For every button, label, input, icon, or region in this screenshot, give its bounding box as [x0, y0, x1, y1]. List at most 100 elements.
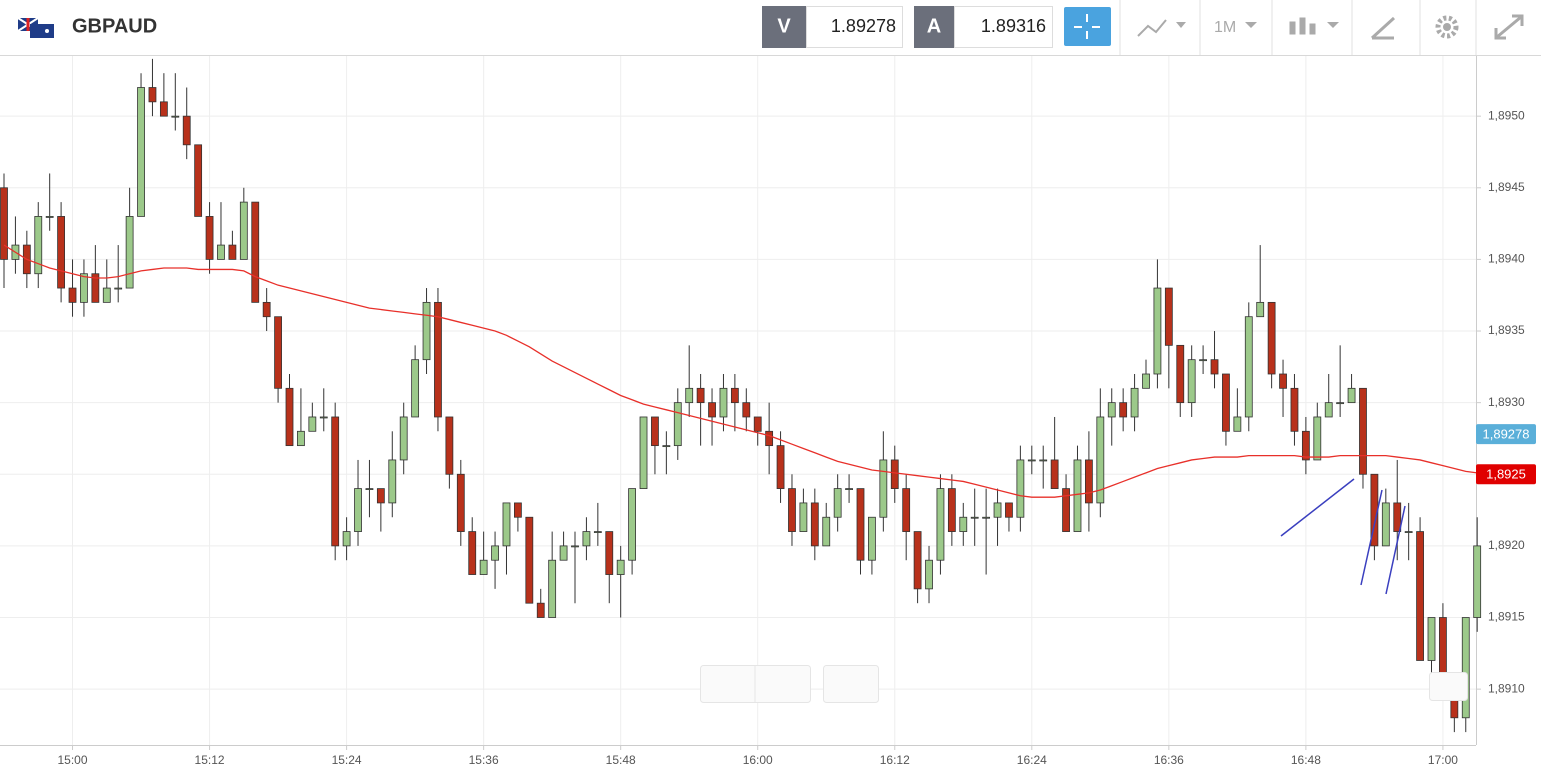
timeframe[interactable]: 1M	[1214, 19, 1236, 36]
ask-box	[954, 6, 1053, 48]
candle-body	[1233, 416, 1242, 432]
candle-body	[1244, 316, 1253, 418]
candle-body	[662, 445, 671, 448]
candle-body	[468, 531, 477, 575]
settings-button[interactable]	[1435, 15, 1459, 39]
candle-body	[1416, 531, 1424, 661]
candle-body	[1313, 416, 1322, 461]
candle-body	[1130, 387, 1139, 418]
moving-average	[3, 244, 1478, 498]
overlay-buttons	[700, 665, 1468, 703]
candle-body	[502, 502, 511, 547]
candle-body	[947, 488, 956, 532]
candle-body	[376, 488, 385, 504]
candle-body	[833, 488, 842, 518]
candle-body	[1381, 502, 1390, 547]
ask-label: A	[927, 15, 941, 37]
candle-body	[137, 87, 145, 217]
toolbar-dividers	[1119, 0, 1477, 55]
candle-body	[856, 488, 865, 561]
candle-body	[1267, 301, 1276, 375]
candle-body	[936, 488, 945, 561]
candle-body	[1187, 359, 1196, 404]
price-tag-label: 1,8925	[1486, 467, 1526, 482]
candle-body	[342, 531, 351, 547]
ask-price: 1.89316	[981, 16, 1046, 36]
ask-button[interactable]	[914, 6, 954, 48]
candle-body	[913, 531, 922, 590]
candle-body	[685, 387, 694, 404]
x-tick-label: 15:24	[332, 753, 362, 767]
candle-body	[285, 387, 294, 447]
candle-body	[34, 216, 43, 275]
price-tag	[1476, 464, 1536, 485]
candle-body	[868, 516, 876, 561]
candle-body	[365, 488, 374, 490]
x-tick-label: 17:00	[1428, 753, 1458, 767]
candle-body	[925, 559, 933, 590]
candle-body	[1096, 416, 1105, 504]
candle-body	[297, 430, 305, 447]
candle-body	[605, 531, 614, 575]
crosshair-button[interactable]	[1064, 7, 1111, 46]
candle-body	[616, 559, 625, 575]
candle-body	[514, 502, 522, 518]
x-tick-label: 15:00	[58, 753, 88, 767]
candle-body	[182, 115, 191, 146]
candle-body	[1050, 459, 1059, 489]
candle-body	[879, 459, 888, 518]
y-tick-label: 1,8910	[1488, 681, 1525, 695]
x-tick-label: 16:48	[1291, 753, 1321, 767]
candle-body	[388, 459, 397, 504]
candle-body	[0, 187, 8, 260]
y-tick-label: 1,8915	[1488, 610, 1525, 624]
candle-body	[1119, 402, 1128, 418]
candle-body	[171, 115, 180, 118]
candle-body	[445, 416, 454, 475]
candle-body	[80, 273, 88, 303]
draw-button[interactable]	[1370, 16, 1396, 40]
candle-body	[788, 488, 796, 532]
candle-body	[1301, 430, 1310, 461]
candle-body	[651, 416, 659, 447]
candle-body	[91, 273, 100, 303]
bid-button[interactable]	[762, 6, 806, 48]
chart-type-button[interactable]	[1137, 19, 1186, 37]
y-tick-label: 1,8940	[1488, 252, 1525, 266]
candle-body	[799, 502, 808, 532]
candle-body	[582, 531, 591, 547]
flag	[17, 17, 54, 38]
candle-body	[354, 488, 362, 532]
grid: 1,8910 1,8915 1,8920 1,8925 1,8930 1,8935 1,89…	[0, 56, 1525, 767]
candle-body	[628, 488, 636, 561]
marks: 1,89278 1,8925	[0, 58, 1536, 733]
candle-body	[239, 201, 248, 260]
candle-body	[1153, 287, 1162, 375]
fullscreen-button[interactable]	[1494, 14, 1524, 40]
x-tick-label: 16:36	[1154, 753, 1184, 767]
price-tag-label: 1,89278	[1483, 427, 1530, 442]
candle-body	[45, 216, 54, 218]
candle-body	[1439, 617, 1447, 676]
candle-body	[251, 201, 260, 303]
candles-button[interactable]	[1289, 17, 1339, 35]
candle-body	[639, 416, 648, 489]
candle-body	[673, 402, 682, 447]
candle-body	[1427, 617, 1436, 661]
candle-body	[319, 416, 328, 419]
candle-body	[399, 416, 408, 461]
candle-body	[1279, 373, 1287, 389]
candle-body	[845, 488, 853, 490]
settings-hub	[1443, 23, 1451, 31]
drawn-lines	[1280, 478, 1406, 595]
candle-body	[536, 602, 545, 618]
candle-body	[1461, 617, 1470, 719]
candle-body	[1027, 459, 1036, 462]
candle-body	[1210, 359, 1219, 375]
candle-body	[479, 559, 488, 575]
candle-body	[753, 416, 762, 432]
candle-body	[57, 216, 65, 289]
crosshair-icon	[1074, 14, 1100, 39]
candle-body	[1324, 402, 1333, 418]
